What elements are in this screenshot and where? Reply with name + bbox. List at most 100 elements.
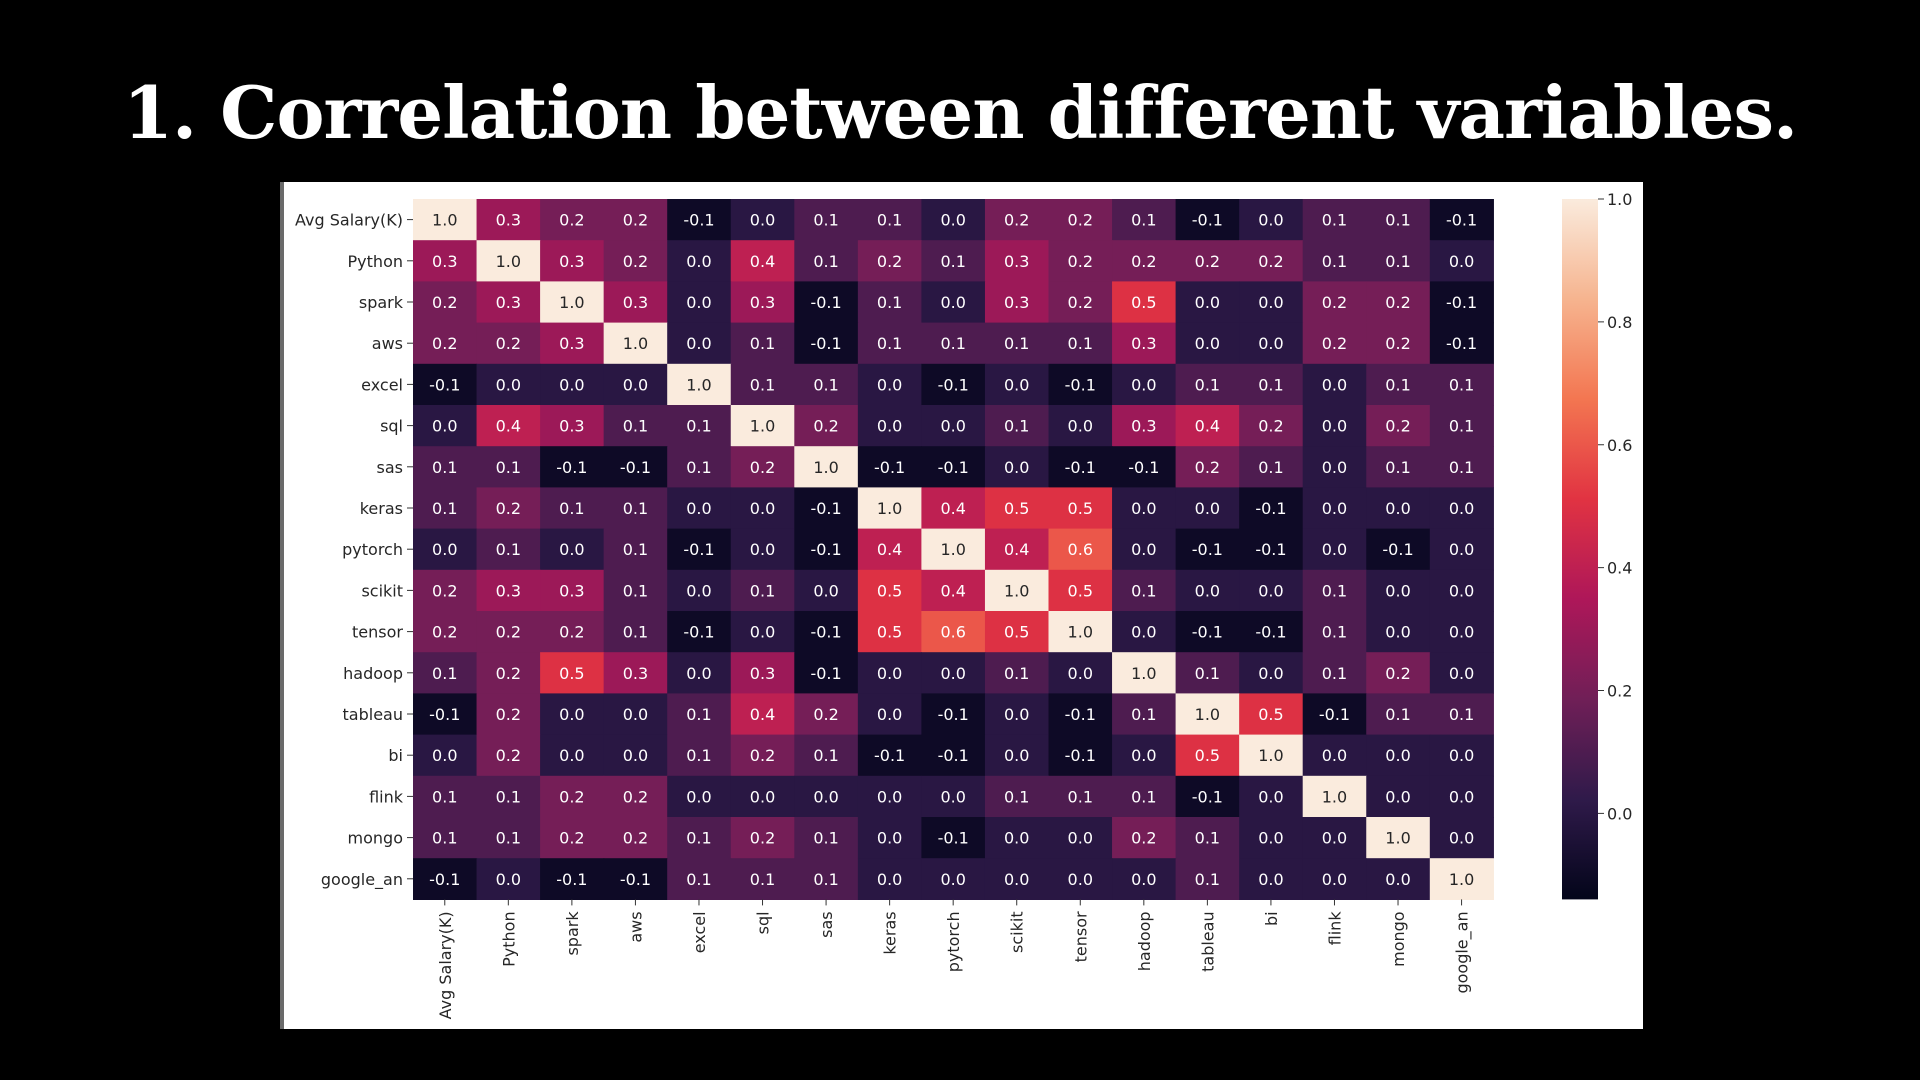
cell-value-label: 0.1	[1131, 705, 1156, 724]
cell-value-label: 0.2	[1068, 293, 1093, 312]
cell-value-label: 0.0	[1195, 293, 1220, 312]
heatmap-cell	[1112, 652, 1177, 694]
heatmap-cell	[1366, 322, 1431, 365]
heatmap-cell	[1366, 775, 1431, 818]
cell-value-label: 0.1	[432, 499, 457, 518]
cell-value-label: 0.0	[877, 417, 902, 436]
cell-value-label: 0.0	[940, 417, 965, 436]
colorbar-tick-label: 0.2	[1607, 682, 1632, 701]
heatmap-cell	[921, 693, 986, 736]
cell-value-label: 0.2	[1131, 252, 1156, 271]
cell-value-label: 0.1	[1385, 252, 1410, 271]
cell-value-label: 0.6	[940, 623, 965, 642]
heatmap-cell	[603, 199, 668, 241]
heatmap-cell	[476, 611, 541, 653]
cell-value-label: 0.5	[1004, 623, 1029, 642]
heatmap-cell	[667, 405, 732, 447]
heatmap-cell	[413, 281, 478, 324]
heatmap-cell	[1112, 611, 1177, 653]
heatmap-cell	[667, 322, 732, 365]
cell-value-label: 0.1	[1131, 211, 1156, 230]
heatmap-cell	[857, 528, 922, 571]
cell-value-label: 0.0	[813, 787, 838, 806]
heatmap-cell	[794, 858, 859, 900]
heatmap-cell	[730, 240, 795, 282]
cell-value-label: 0.2	[1195, 458, 1220, 477]
heatmap-cell	[730, 363, 795, 406]
cell-value-label: -0.1	[1382, 540, 1413, 559]
cell-value-label: -0.1	[810, 293, 841, 312]
cell-value-label: 0.1	[686, 829, 711, 848]
cell-value-label: 0.3	[496, 211, 521, 230]
heatmap-cell	[1366, 693, 1431, 736]
cell-value-label: 0.4	[1004, 540, 1029, 559]
heatmap-cell	[1175, 281, 1240, 324]
heatmap-cell	[413, 199, 478, 241]
heatmap-cell	[921, 611, 986, 653]
heatmap-cell	[1175, 611, 1240, 653]
x-axis-label: mongo	[1389, 911, 1408, 966]
heatmap-cell	[1302, 281, 1367, 324]
heatmap-cell	[476, 528, 541, 571]
y-axis-label: Avg Salary(K)	[295, 211, 403, 230]
heatmap-cell	[603, 569, 668, 612]
heatmap-cell	[476, 199, 541, 241]
cell-value-label: 0.5	[1004, 499, 1029, 518]
y-axis-label: google_an	[321, 870, 403, 890]
heatmap-cell	[984, 858, 1050, 900]
cell-value-label: 0.1	[1322, 581, 1347, 600]
heatmap-cell	[667, 611, 732, 653]
cell-value-label: 0.0	[1258, 334, 1283, 353]
heatmap-cell	[413, 693, 478, 736]
y-axis-label: pytorch	[342, 540, 403, 559]
heatmap-cell	[603, 322, 668, 365]
heatmap-cell	[1302, 487, 1367, 530]
cell-value-label: 0.1	[686, 870, 711, 889]
cell-value-label: 0.1	[813, 829, 838, 848]
heatmap-cell	[667, 528, 732, 571]
cell-value-label: 0.0	[1068, 829, 1093, 848]
heatmap-cell	[921, 487, 986, 530]
cell-value-label: 0.2	[496, 623, 521, 642]
y-axis-label: spark	[359, 293, 404, 312]
heatmap-cell	[1429, 569, 1494, 612]
heatmap-cell	[794, 446, 859, 488]
heatmap-cell	[667, 199, 732, 241]
cell-value-label: -0.1	[1065, 746, 1096, 765]
x-axis-label: scikit	[1008, 911, 1027, 953]
cell-value-label: 0.2	[559, 829, 584, 848]
cell-value-label: 0.0	[877, 664, 902, 683]
heatmap-cell	[1239, 611, 1304, 653]
cell-value-label: 0.1	[1322, 252, 1347, 271]
heatmap-cell	[794, 199, 859, 241]
heatmap-cell	[413, 528, 478, 571]
heatmap-cell	[476, 569, 541, 612]
colorbar	[1562, 199, 1598, 900]
heatmap-cell	[413, 858, 478, 900]
cell-value-label: 0.0	[1068, 417, 1093, 436]
heatmap-cell	[413, 405, 478, 447]
heatmap-cell	[1302, 775, 1367, 818]
heatmap-cell	[413, 652, 478, 694]
cell-value-label: -0.1	[810, 540, 841, 559]
cell-value-label: 0.0	[940, 787, 965, 806]
heatmap-cell	[1302, 734, 1367, 777]
heatmap-cell	[1302, 363, 1367, 406]
cell-value-label: 0.0	[1385, 746, 1410, 765]
heatmap-cell	[1112, 240, 1177, 282]
cell-value-label: 0.2	[1195, 252, 1220, 271]
cell-value-label: 0.0	[686, 581, 711, 600]
heatmap-cell	[476, 652, 541, 694]
heatmap-cell	[540, 611, 605, 653]
cell-value-label: 0.0	[623, 705, 648, 724]
cell-value-label: 0.3	[1004, 252, 1029, 271]
cell-value-label: 0.2	[623, 211, 648, 230]
heatmap-cell	[1366, 817, 1431, 859]
cell-value-label: 0.1	[1322, 211, 1347, 230]
cell-value-label: 0.2	[750, 829, 775, 848]
heatmap-cell	[1429, 322, 1494, 365]
heatmap-cell	[1239, 817, 1304, 859]
cell-value-label: 0.0	[1258, 870, 1283, 889]
heatmap-cell	[413, 734, 478, 777]
cell-value-label: 0.0	[686, 787, 711, 806]
